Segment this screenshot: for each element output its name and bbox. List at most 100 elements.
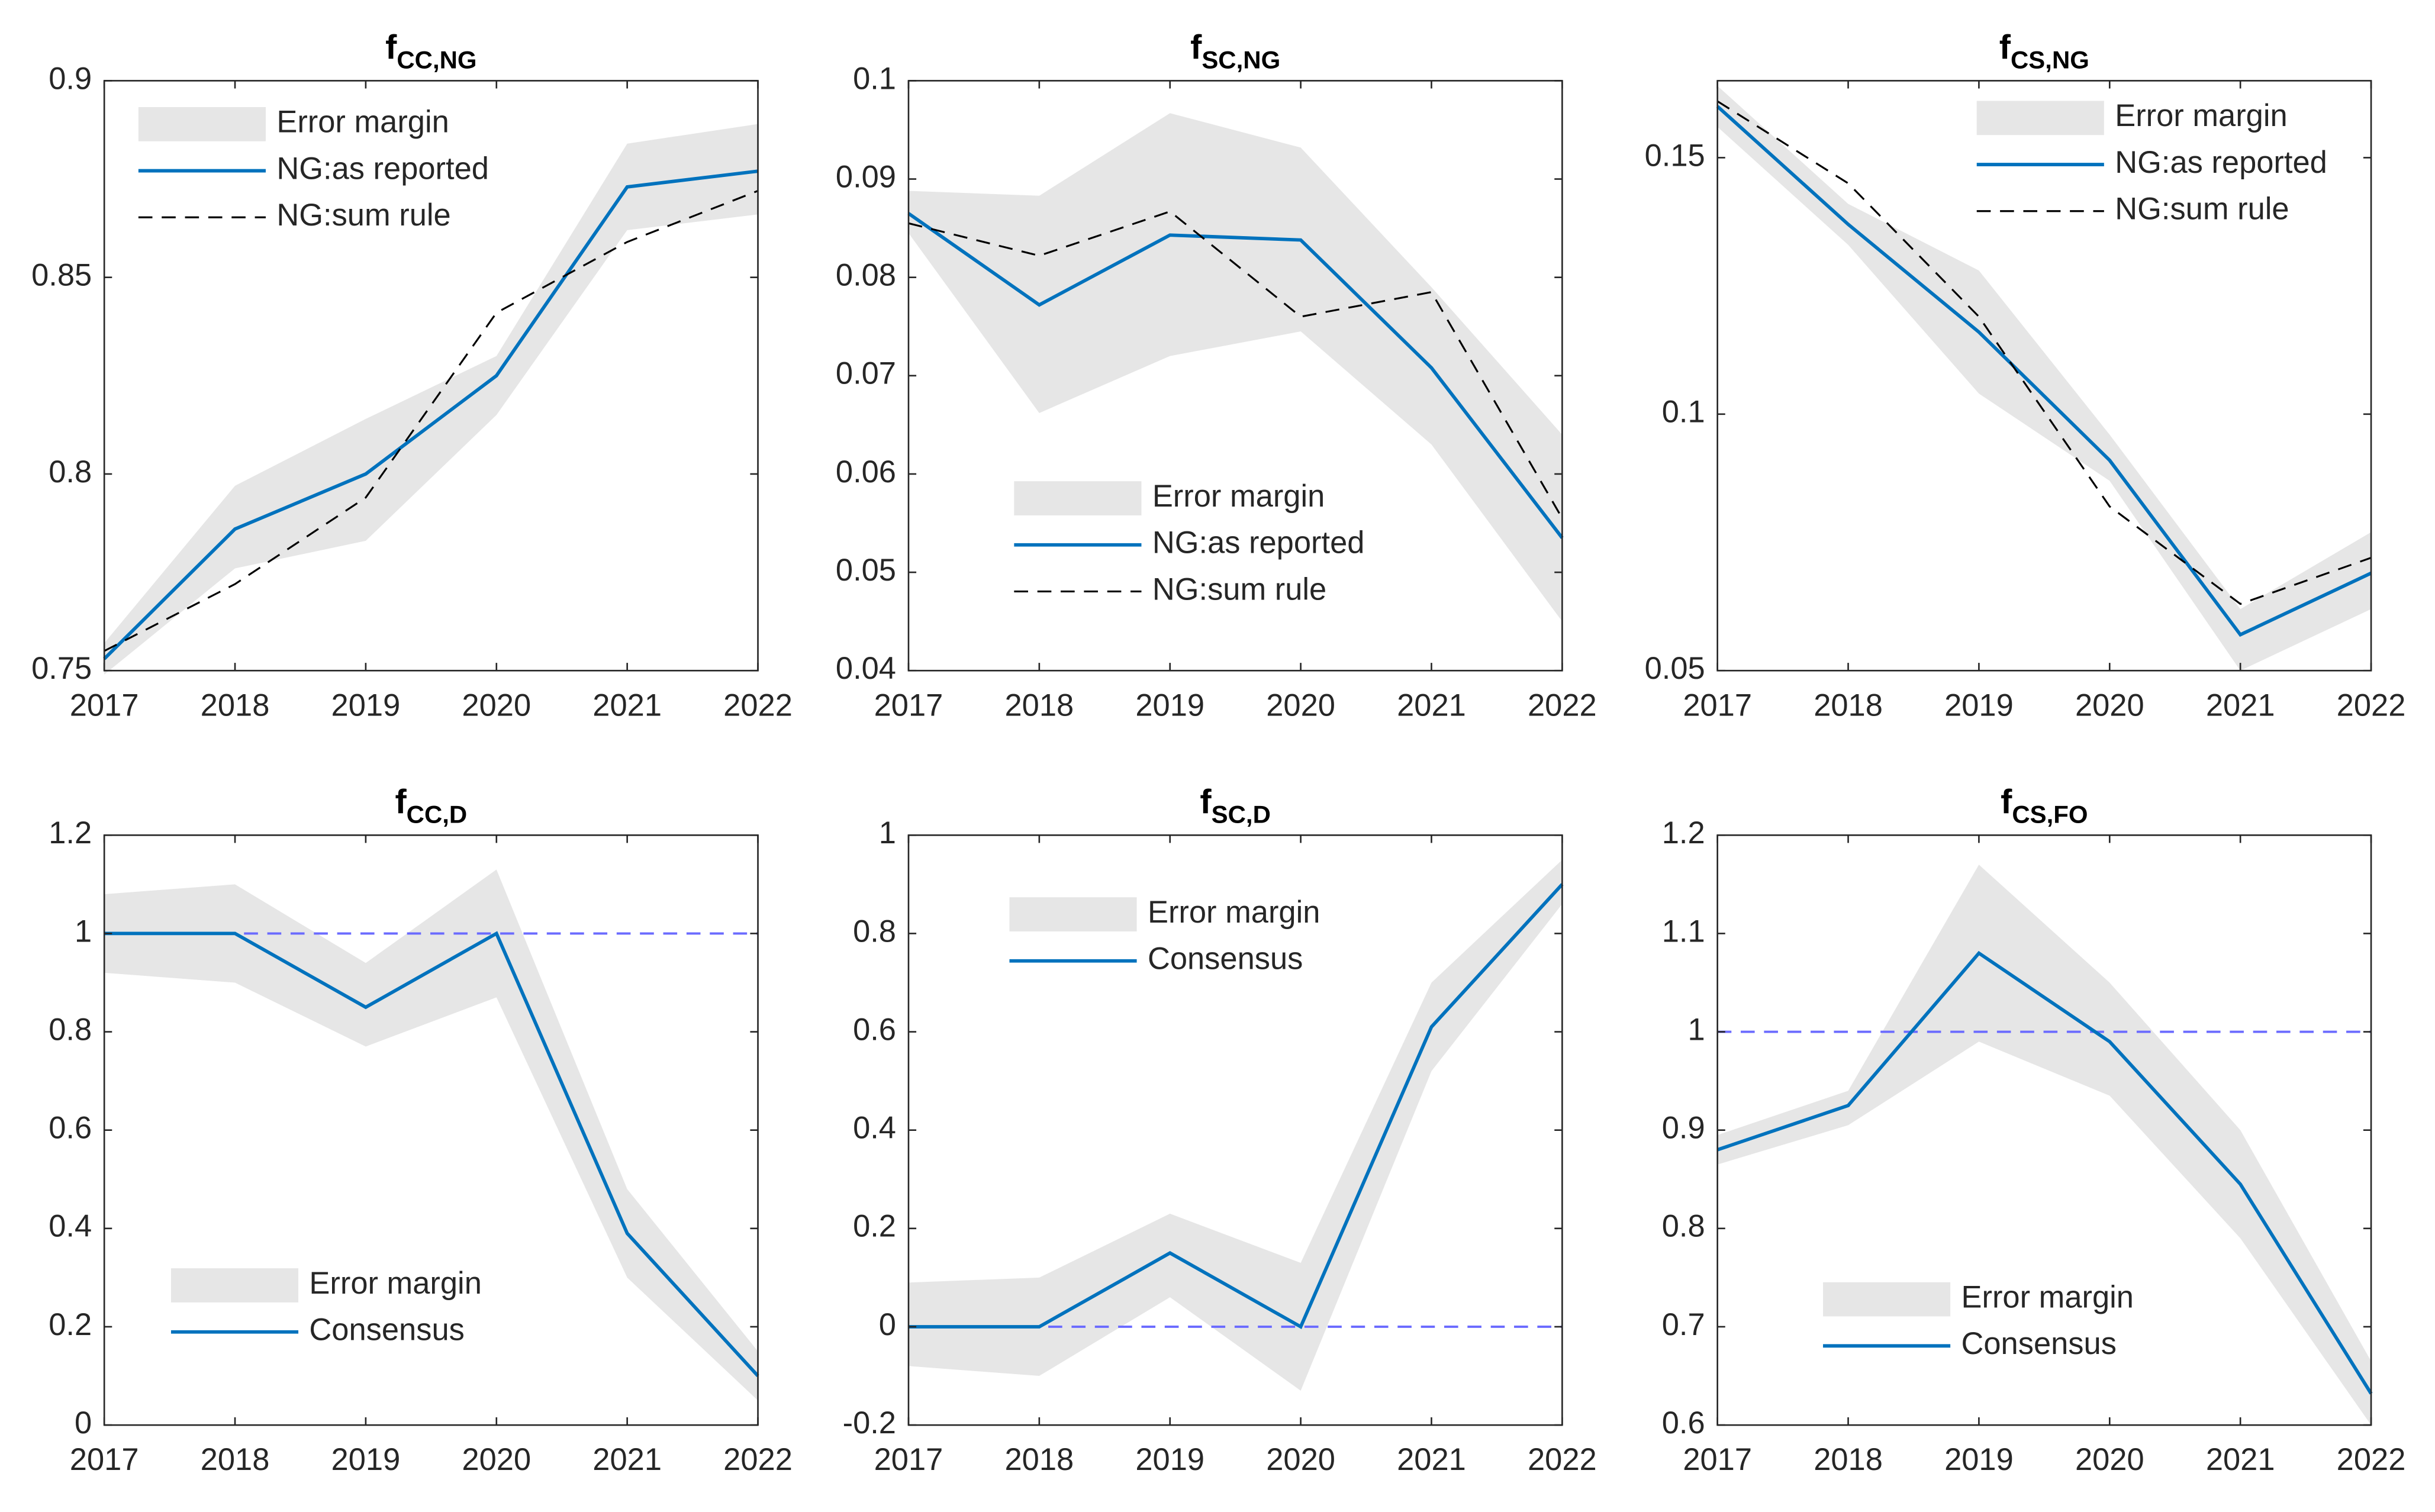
x-tick-label: 2017 (1683, 688, 1752, 723)
x-tick-label: 2018 (1814, 1443, 1883, 1477)
legend-swatch (1823, 1282, 1951, 1317)
y-tick-label: 0.09 (836, 160, 896, 194)
legend-label: Error margin (1152, 479, 1325, 514)
x-tick-label: 2019 (1135, 688, 1204, 723)
y-tick-label: 0.06 (836, 455, 896, 489)
title-main: f (395, 784, 407, 821)
y-tick-label: 0.7 (1662, 1308, 1705, 1342)
title-subscript: CC,NG (397, 46, 476, 73)
x-tick-label: 2021 (592, 1443, 662, 1477)
y-tick-label: 0 (75, 1406, 92, 1440)
data-line (908, 210, 1563, 519)
legend-swatch (1014, 481, 1142, 515)
legend-label: Error margin (1148, 895, 1320, 930)
subplot: 0 0.2 0.4 0.6 0.8 1 1.2 2017 2018 2019 2020 2021 202… (49, 784, 793, 1478)
data-line (1716, 100, 2372, 605)
y-tick-label: 1 (879, 816, 896, 850)
subplot: 0.75 0.8 0.85 0.9 2017 2018 2019 2020 2021 2022 fC… (31, 29, 793, 723)
data-line (907, 212, 1564, 539)
x-tick-label: 2017 (70, 688, 139, 723)
y-tick-label: 0.8 (49, 1013, 92, 1047)
y-tick-label: 1 (75, 914, 92, 949)
x-tick-label: 2020 (462, 1443, 531, 1477)
chart-title: fCS,FO (2001, 784, 2088, 828)
title-subscript: CS,FO (2012, 800, 2088, 828)
y-tick-label: 0.4 (49, 1210, 92, 1244)
legend-label: NG:as reported (2115, 146, 2327, 180)
data-line (104, 190, 759, 652)
x-tick-label: 2021 (592, 688, 662, 723)
y-tick-label: 0.6 (49, 1111, 92, 1146)
y-tick-label: 0.8 (853, 914, 896, 949)
x-tick-label: 2020 (462, 688, 531, 723)
legend-label: NG:sum rule (1152, 572, 1326, 607)
data-line (908, 883, 1564, 1330)
legend-label: NG:as reported (1152, 526, 1365, 560)
x-tick-label: 2019 (1944, 1443, 2014, 1477)
title-main: f (385, 29, 397, 67)
x-tick-label: 2021 (2206, 688, 2275, 723)
y-tick-label: 0.8 (1662, 1210, 1705, 1244)
legend-swatch (138, 107, 266, 141)
legend-label: Consensus (1961, 1327, 2117, 1361)
error-band (104, 869, 758, 1401)
x-tick-label: 2022 (723, 1443, 793, 1477)
y-tick-label: 0.75 (31, 652, 92, 686)
y-tick-label: 1.1 (1662, 914, 1705, 949)
chart-title: fSC,D (1200, 784, 1271, 828)
legend-label: Error margin (2115, 99, 2287, 133)
x-tick-label: 2018 (201, 1443, 270, 1477)
x-tick-label: 2021 (1397, 1443, 1466, 1477)
chart-title: fCS,NG (1999, 29, 2089, 74)
x-tick-label: 2019 (331, 688, 401, 723)
x-tick-label: 2019 (1135, 1443, 1204, 1477)
x-tick-label: 2021 (2206, 1443, 2275, 1477)
y-tick-label: 0.2 (49, 1308, 92, 1342)
y-tick-label: 0.4 (853, 1111, 896, 1146)
x-tick-label: 2020 (2075, 1443, 2144, 1477)
subplot: 0.6 0.7 0.8 0.9 1 1.1 1.2 2017 2018 2019 2020 2021 2… (1662, 784, 2406, 1478)
legend-swatch (170, 1268, 299, 1303)
data-line (1716, 950, 2373, 1395)
subplot: 0.05 0.1 0.15 2017 2018 2019 2020 2021 2022 fCS,N… (1645, 29, 2406, 723)
y-tick-label: 0.1 (1662, 395, 1705, 430)
legend-label: NG:as reported (276, 151, 489, 186)
title-subscript: SC,NG (1202, 46, 1280, 73)
x-tick-label: 2020 (1266, 1443, 1335, 1477)
y-tick-label: 0.07 (836, 357, 896, 391)
legend-label: Consensus (309, 1313, 464, 1347)
y-tick-label: 0.08 (836, 259, 896, 293)
title-main: f (2001, 784, 2012, 821)
data-line (104, 931, 759, 1377)
y-tick-label: 0.15 (1645, 138, 1705, 173)
x-tick-label: 2018 (1814, 688, 1883, 723)
legend-label: Error margin (1961, 1280, 2134, 1314)
subplot: -0.2 0 0.2 0.4 0.6 0.8 1 2017 2018 2019 2020 2021 20… (843, 784, 1597, 1478)
title-main: f (1200, 784, 1212, 821)
chart-title: fCC,D (395, 784, 467, 828)
y-tick-label: 1 (1687, 1013, 1705, 1047)
x-tick-label: 2018 (201, 688, 270, 723)
x-tick-label: 2017 (874, 1443, 943, 1477)
y-tick-label: 0.6 (1662, 1406, 1705, 1440)
title-subscript: CC,D (407, 800, 468, 828)
x-tick-label: 2022 (1528, 688, 1597, 723)
x-tick-label: 2022 (1528, 1443, 1597, 1477)
legend-label: Consensus (1148, 942, 1303, 976)
chart-title: fSC,NG (1190, 29, 1280, 74)
y-tick-label: 0.05 (836, 553, 896, 588)
x-tick-label: 2018 (1005, 1443, 1074, 1477)
x-tick-label: 2022 (723, 688, 793, 723)
title-subscript: CS,NG (2011, 46, 2089, 73)
y-tick-label: 0.9 (1662, 1111, 1705, 1146)
x-tick-label: 2017 (874, 688, 943, 723)
legend-swatch (1009, 897, 1137, 931)
legend-label: Error margin (276, 105, 449, 140)
error-band (1717, 865, 2372, 1426)
x-tick-label: 2017 (1683, 1443, 1752, 1477)
axes-box (1716, 80, 2372, 672)
title-main: f (1190, 29, 1202, 67)
error-band (908, 113, 1563, 622)
